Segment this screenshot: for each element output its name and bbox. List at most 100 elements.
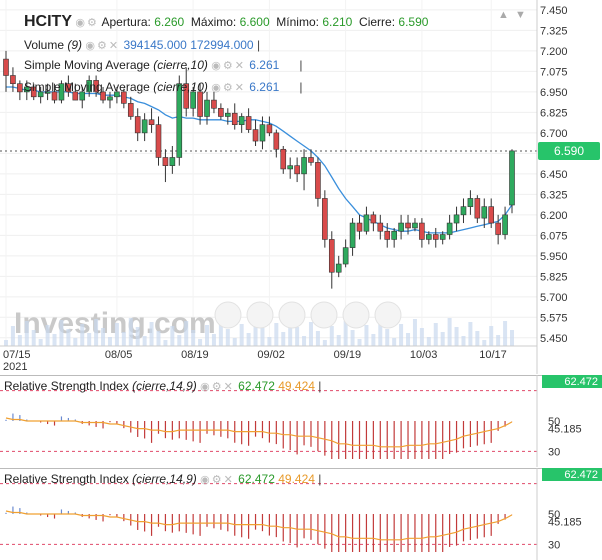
top-right-icons[interactable]: ▲ ▼ [498,9,526,21]
volume-bar [205,325,210,346]
candle-body [238,116,245,125]
price-grid [0,0,537,346]
volume-bar [59,320,64,346]
volume-bar [385,329,390,346]
candle-body [23,86,30,93]
rsi1-label: Relative Strength Index [4,379,129,393]
volume-bar [184,321,189,346]
candle-body [51,91,58,101]
candle [86,75,92,97]
volume-bar [80,324,85,346]
candle [384,223,391,248]
volume-bar [399,324,404,346]
volume-bar [10,326,15,346]
eye-icon: ◉ [200,474,212,486]
sma2-icons[interactable]: ◉⚙✕ [211,82,246,94]
eye-icon[interactable]: ◉ [75,17,87,29]
arrow-down-icon[interactable]: ▼ [515,9,526,21]
candle-body [439,234,446,240]
eye-icon: ◉ [200,381,212,393]
volume-bar [17,335,22,346]
nav-button-icon [374,301,402,329]
nav-button-icon [214,301,242,329]
sma2-label: Simple Moving Average [24,80,150,94]
header-icons[interactable]: ◉⚙ [75,17,98,29]
volume-bars [4,318,514,346]
rsi1-icons[interactable]: ◉⚙✕ [200,381,235,393]
candle [58,80,65,104]
y-tick-label: 5.950 [540,251,568,263]
candle [51,83,58,104]
candle-body [363,214,370,232]
candle [17,80,23,101]
volume-bar [101,328,106,346]
nav-button-icon [246,301,274,329]
open-label: Apertura: [101,15,151,29]
volume-bar [94,319,99,346]
candle [10,67,16,92]
candle [114,86,120,104]
volume-bar [121,332,126,346]
volume-bar [163,340,168,346]
y-tick-label: 6.950 [540,87,568,99]
candle-body [176,83,183,158]
candle-body [467,198,474,207]
volume-bar [45,325,50,346]
volume-bar [246,333,251,346]
volume-bar [343,321,348,346]
candle-body [391,230,397,240]
candle-body [197,91,203,117]
candle [204,91,210,125]
candle-body [183,83,190,109]
volume-bar [350,330,355,346]
candle [439,231,446,245]
y-tick-label: 7.075 [540,66,568,78]
candle-body [114,91,120,98]
close-icon: ✕ [234,82,246,94]
rsi-tick-label: 45.185 [548,516,582,528]
candle [100,86,106,104]
candle-body [10,75,16,84]
gear-icon[interactable]: ⚙ [86,17,99,29]
chart-navigation [214,301,402,329]
candle [328,231,335,289]
candle-body [127,103,134,117]
sma1-param: (cierre,10) [153,58,208,72]
candle-body [322,198,328,240]
volume-icons[interactable]: ◉⚙✕ [85,40,120,52]
rsi1-legend[interactable]: Relative Strength Index (cierre,14,9) ◉⚙… [4,379,322,393]
candle-body [301,157,307,175]
candle-body [107,96,113,101]
candle-body [481,206,488,219]
candle-body [30,86,37,98]
rsi2-legend[interactable]: Relative Strength Index (cierre,14,9) ◉⚙… [4,472,322,486]
candle-body [280,148,287,170]
volume-legend[interactable]: Volume (9) ◉⚙✕ 394145.000 172994.000 | [24,38,261,52]
candle [349,218,356,256]
sma1-icons[interactable]: ◉⚙✕ [211,60,246,72]
rsi2-icons[interactable]: ◉⚙✕ [200,474,235,486]
volume-bar [31,330,36,346]
candle [245,108,252,133]
sma2-legend[interactable]: Simple Moving Average (cierre,10) ◉⚙✕ 6.… [24,80,303,94]
candle [107,91,113,109]
arrow-up-icon[interactable]: ▲ [498,9,509,21]
volume-value-1: 394145.000 [123,38,187,52]
volume-bar [281,332,286,346]
close-icon: ✕ [108,40,121,52]
volume-bar [336,335,341,346]
volume-bar [142,336,147,346]
candle-body [308,157,314,163]
low-label: Mínimo: [276,15,319,29]
candle [322,190,328,248]
candle [273,129,280,158]
candle-body [231,112,238,125]
price-chart[interactable]: Investing.com 7.4507.3257.2007.0756.9506… [0,0,602,374]
volume-bar [232,338,237,346]
sma1-legend[interactable]: Simple Moving Average (cierre,10) ◉⚙✕ 6.… [24,58,303,72]
candle-body [398,222,404,232]
eye-icon: ◉ [85,40,97,52]
candle-body [169,157,176,166]
